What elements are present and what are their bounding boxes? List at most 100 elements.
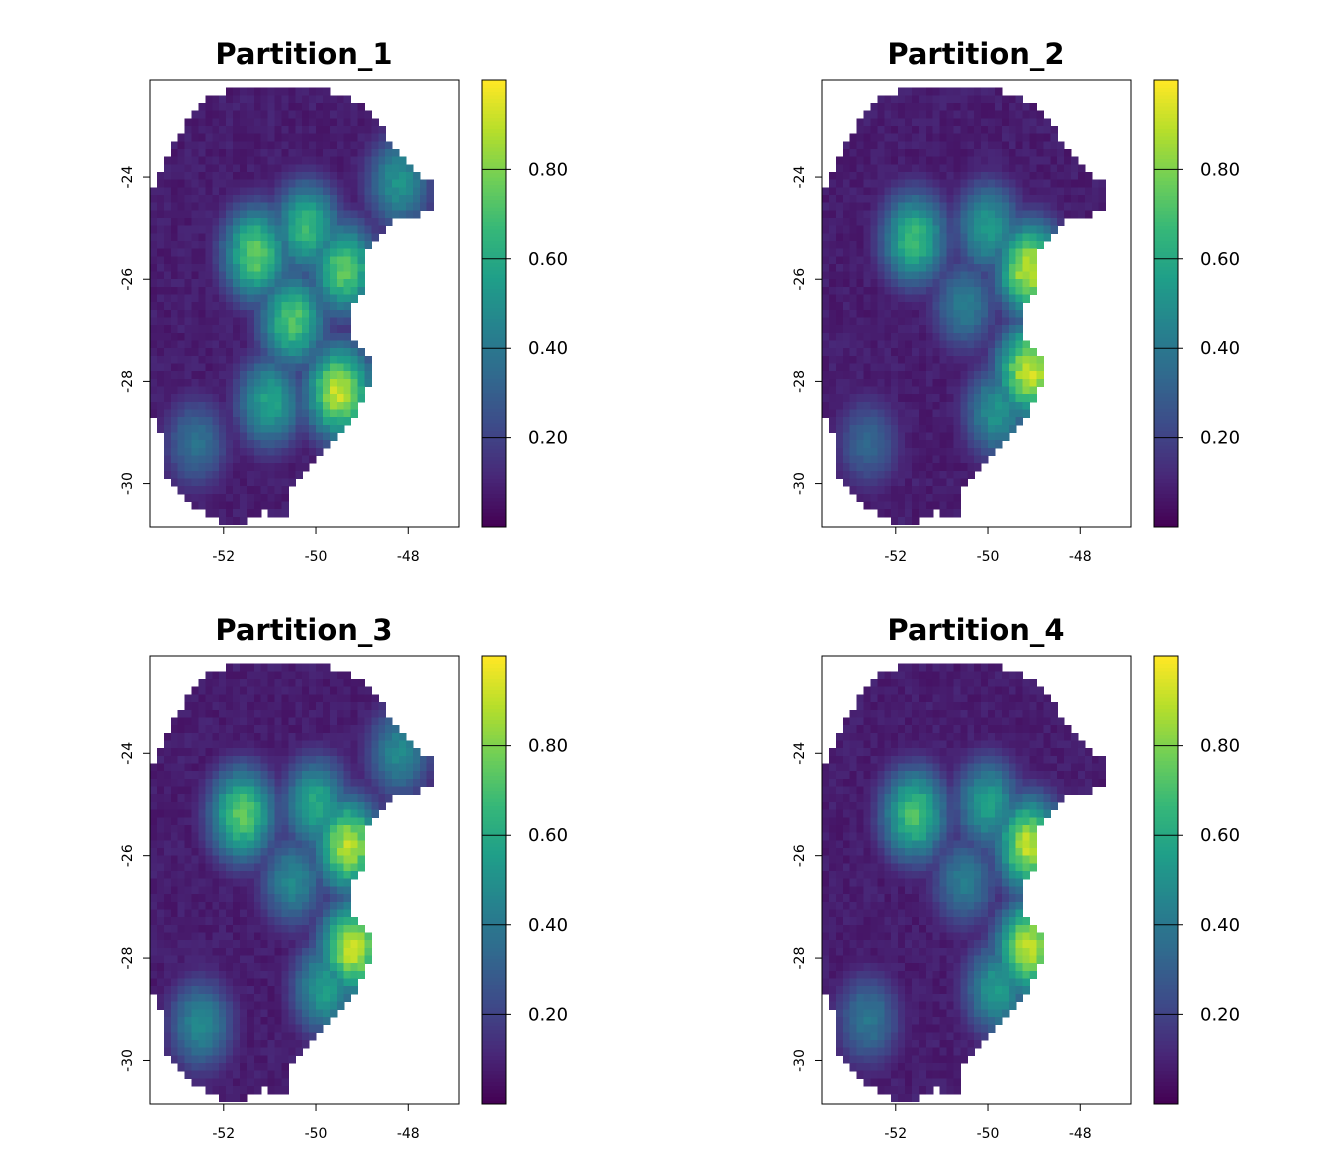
- raster-cell: [877, 302, 885, 311]
- raster-cell: [177, 133, 186, 142]
- raster-cell: [316, 786, 324, 795]
- raster-cell: [184, 294, 193, 303]
- raster-cell: [163, 824, 172, 834]
- raster-cell: [198, 855, 206, 864]
- raster-cell: [1001, 378, 1010, 388]
- raster-cell: [274, 302, 283, 311]
- raster-cell: [336, 394, 345, 403]
- raster-cell: [911, 478, 920, 487]
- raster-cell: [302, 463, 310, 472]
- raster-cell: [295, 217, 303, 227]
- raster-cell: [302, 809, 310, 818]
- raster-cell: [336, 809, 345, 818]
- raster-cell: [295, 748, 303, 757]
- raster-cell: [233, 386, 241, 395]
- raster-cell: [842, 187, 851, 196]
- raster-cell: [302, 256, 310, 265]
- raster-cell: [994, 256, 1003, 265]
- raster-cell: [329, 970, 338, 980]
- raster-cell: [205, 748, 213, 757]
- raster-cell: [322, 986, 331, 995]
- colorbar-strip: [482, 325, 506, 331]
- raster-cell: [994, 141, 1003, 150]
- raster-cell: [870, 125, 878, 135]
- raster-cell: [371, 118, 379, 127]
- colorbar-strip: [1154, 303, 1178, 308]
- raster-cell: [343, 156, 352, 165]
- raster-cell: [905, 102, 913, 112]
- raster-cell: [1064, 194, 1072, 204]
- raster-cell: [177, 863, 186, 872]
- raster-cell: [253, 940, 262, 949]
- raster-cell: [212, 271, 220, 280]
- raster-cell: [1008, 263, 1017, 273]
- raster-cell: [226, 409, 234, 418]
- raster-cell: [988, 148, 996, 158]
- raster-cell: [1050, 217, 1058, 227]
- raster-cell: [267, 501, 276, 510]
- raster-cell: [281, 794, 289, 803]
- raster-cell: [281, 148, 289, 158]
- raster-cell: [905, 141, 913, 150]
- raster-cell: [191, 386, 200, 395]
- raster-cell: [392, 202, 400, 211]
- raster-cell: [233, 778, 241, 788]
- raster-cell: [932, 394, 941, 403]
- raster-cell: [1001, 187, 1010, 196]
- raster-cell: [960, 386, 968, 395]
- raster-cell: [412, 763, 421, 772]
- colorbar-strip: [482, 124, 506, 130]
- raster-cell: [198, 141, 206, 150]
- raster-cell: [828, 378, 837, 388]
- raster-cell: [191, 286, 200, 296]
- raster-cell: [184, 924, 193, 934]
- raster-cell: [302, 210, 310, 219]
- raster-cell: [870, 432, 878, 441]
- raster-cell: [835, 401, 844, 411]
- raster-cell: [371, 202, 379, 211]
- raster-cell: [988, 202, 996, 211]
- raster-cell: [184, 771, 193, 780]
- raster-cell: [842, 447, 851, 457]
- raster-cell: [322, 1009, 331, 1018]
- raster-cell: [981, 217, 989, 227]
- raster-cell: [260, 156, 269, 165]
- raster-cell: [329, 302, 338, 311]
- raster-cell: [295, 210, 303, 219]
- raster-cell: [343, 171, 352, 181]
- raster-cell: [212, 217, 220, 227]
- raster-cell: [163, 294, 172, 303]
- raster-cell: [898, 294, 906, 303]
- raster-cell: [191, 993, 200, 1003]
- raster-cell: [336, 671, 345, 680]
- raster-cell: [994, 302, 1003, 311]
- raster-cell: [253, 493, 262, 503]
- raster-cell: [357, 947, 366, 957]
- raster-cell: [219, 493, 227, 503]
- colorbar-strip: [482, 497, 506, 502]
- raster-cell: [288, 271, 296, 280]
- raster-cell: [1071, 210, 1079, 219]
- raster-cell: [960, 455, 968, 464]
- raster-cell: [343, 302, 352, 311]
- raster-cell: [960, 279, 968, 288]
- raster-cell: [239, 440, 248, 449]
- raster-cell: [274, 164, 283, 173]
- raster-cell: [233, 424, 241, 434]
- raster-cell: [870, 371, 878, 380]
- raster-cell: [371, 225, 379, 234]
- raster-cell: [198, 187, 206, 196]
- raster-cell: [364, 717, 372, 726]
- raster-cell: [260, 924, 269, 934]
- raster-cell: [212, 463, 220, 472]
- raster-cell: [302, 279, 310, 288]
- raster-cell: [267, 878, 276, 887]
- raster-cell: [891, 187, 899, 196]
- raster-cell: [281, 87, 289, 96]
- raster-cell: [343, 340, 352, 349]
- raster-cell: [253, 194, 262, 204]
- colorbar-strip: [482, 91, 506, 96]
- colorbar-strip: [1154, 106, 1178, 111]
- raster-cell: [260, 771, 269, 780]
- raster-cell: [198, 717, 206, 726]
